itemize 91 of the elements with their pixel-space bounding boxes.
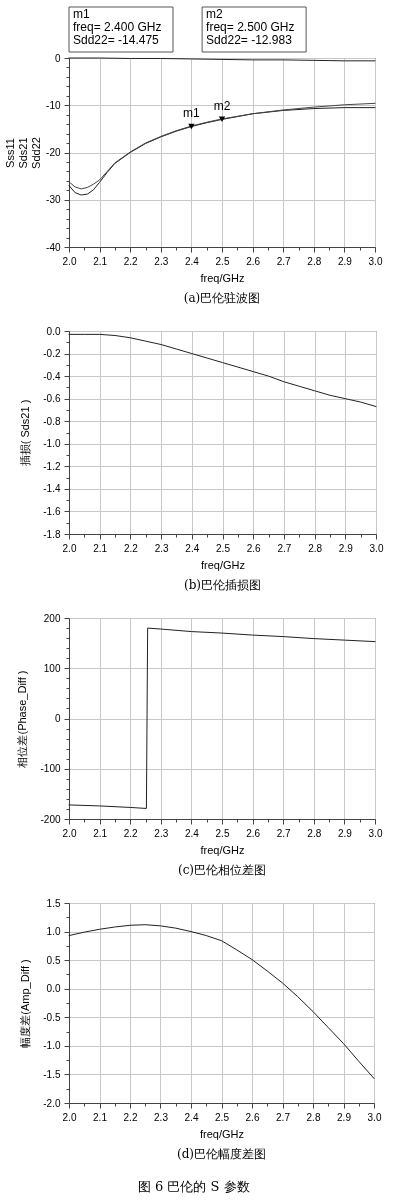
x-tick-label: 2.7 (276, 1111, 291, 1123)
x-tick-label: 2.0 (62, 1111, 77, 1123)
x-tick-label: 2.1 (93, 1111, 108, 1123)
y-tick-label: -200 (40, 813, 61, 825)
x-axis-title: freq/GHz (200, 843, 245, 856)
x-tick-label: 2.1 (93, 542, 108, 554)
y-tick-label: 0 (54, 713, 61, 724)
x-tick-label: 2.4 (184, 255, 200, 267)
x-tick-label: 3.0 (367, 1111, 382, 1123)
y-axis-title: 相位差(Phase_Diff ) (16, 670, 29, 768)
x-tick-label: 2.9 (337, 255, 353, 267)
x-tick-label: 2.5 (215, 255, 230, 267)
x-axis-title: freq/GHz (200, 558, 246, 571)
x-tick-label: 2.2 (123, 1111, 138, 1123)
x-axis-title: freq/GHz (200, 271, 245, 284)
y-tick-label: 0.0 (46, 983, 61, 995)
x-tick-label: 2.2 (123, 827, 139, 839)
x-tick-label: 2.0 (62, 255, 77, 267)
y-axis-title: 插损( Sds21 ) (19, 399, 32, 467)
x-tick-label: 2.3 (154, 1111, 169, 1123)
y-tick-label: -1.5 (43, 1068, 61, 1080)
y-tick-label: -10 (46, 99, 61, 111)
text: (c)巴伦相位差图 (177, 863, 267, 877)
x-tick-label: 2.5 (215, 827, 230, 839)
x-tick-label: 2.3 (154, 827, 169, 839)
x-tick-label: 2.4 (185, 542, 200, 554)
x-axis-title: freq/GHz (199, 1127, 245, 1140)
x-tick-label: 2.7 (277, 542, 292, 554)
x-tick-label: 2.6 (245, 1111, 260, 1123)
y-tick-label: -20 (46, 147, 61, 158)
x-tick-label: 2.3 (154, 542, 169, 554)
y-tick-label: -1.8 (43, 528, 61, 540)
x-tick-label: 3.0 (369, 542, 384, 554)
x-tick-label: 2.5 (216, 542, 231, 554)
text: m2 freq= 2.500 GHz Sdd22= -12.983 (206, 7, 295, 47)
x-tick-label: 2.1 (93, 827, 108, 839)
y-tick-label: 0.5 (46, 954, 61, 966)
y-tick-label: 200 (43, 612, 61, 624)
y-tick-label: -100 (40, 763, 61, 775)
caption: 图 6 巴伦的 S 参数 (137, 1178, 250, 1194)
y-tick-label: -2.0 (43, 1097, 61, 1109)
x-tick-label: 2.7 (276, 255, 292, 267)
y-tick-label: -40 (46, 241, 61, 253)
annotation: m2 (213, 99, 231, 114)
y-tick-label: -0.5 (43, 1011, 61, 1023)
y-tick-label: -1.0 (43, 1040, 61, 1052)
line-series (68, 627, 376, 809)
x-tick-label: 2.5 (215, 1111, 230, 1123)
y-tick-label: 0.0 (46, 325, 61, 337)
x-tick-label: 2.7 (276, 827, 292, 839)
text: m1 freq= 2.400 GHz Sdd22= -14.475 (73, 7, 162, 47)
y-tick-label: -1.0 (43, 438, 61, 450)
x-tick-label: 2.0 (62, 827, 77, 839)
y-tick-label: -1.6 (43, 505, 61, 517)
text: (d)巴伦幅度差图 (176, 1147, 267, 1161)
x-tick-label: 2.6 (246, 542, 262, 554)
y-axis-title: 幅度差(Amp_Diff ) (19, 959, 32, 1048)
x-tick-label: 2.2 (123, 255, 139, 267)
y-tick-label: 0 (54, 52, 61, 64)
y-tick-label: 1.5 (46, 897, 61, 909)
x-tick-label: 2.6 (246, 827, 261, 839)
x-tick-label: 2.8 (308, 542, 323, 554)
y-tick-label: -1.2 (43, 460, 61, 472)
y-tick-label: 1.0 (46, 926, 61, 938)
x-tick-label: 2.8 (307, 255, 322, 267)
x-tick-label: 2.0 (62, 542, 77, 554)
y-tick-label: -0.6 (43, 393, 61, 405)
y-tick-label: 100 (43, 662, 61, 674)
x-tick-label: 3.0 (368, 255, 383, 267)
y-tick-label: -0.8 (43, 415, 61, 427)
annotation: m1 (183, 106, 201, 121)
text: (a)巴伦驻波图 (183, 291, 261, 305)
x-tick-label: 2.4 (184, 827, 200, 839)
line-series (68, 924, 375, 1079)
x-tick-label: 2.9 (337, 827, 353, 839)
x-tick-label: 2.3 (154, 255, 169, 267)
x-tick-label: 2.9 (337, 1111, 352, 1123)
y-tick-label: -30 (46, 194, 61, 206)
x-tick-label: 2.1 (93, 255, 108, 267)
x-tick-label: 2.2 (123, 542, 139, 554)
x-tick-label: 2.6 (246, 255, 261, 267)
y-tick-label: -0.2 (43, 348, 61, 360)
x-tick-label: 2.8 (307, 827, 322, 839)
x-tick-label: 2.4 (184, 1111, 199, 1123)
x-tick-label: 2.8 (306, 1111, 321, 1123)
x-tick-label: 2.9 (338, 542, 354, 554)
text: (b)巴伦插损图 (183, 578, 262, 592)
y-axis-title: Sss11 Sds21 Sdd22 (4, 137, 43, 169)
x-tick-label: 3.0 (368, 827, 383, 839)
y-tick-label: -1.4 (43, 483, 61, 495)
y-tick-label: -0.4 (43, 370, 61, 382)
